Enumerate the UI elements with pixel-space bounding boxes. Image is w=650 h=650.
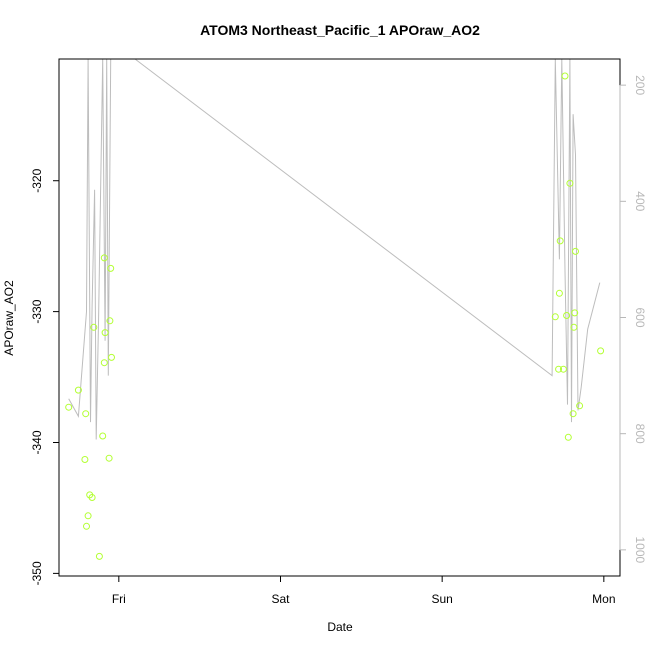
data-point (81, 456, 89, 463)
plot-frame (58, 58, 621, 577)
point-layer (65, 72, 605, 560)
data-point (95, 552, 103, 560)
x-axis: Fri Sat Sun Mon (112, 575, 616, 606)
data-point (570, 323, 578, 331)
chart-title: ATOM3 Northeast_Pacific_1 APOraw_AO2 (200, 22, 480, 38)
data-point (551, 313, 559, 321)
data-point (597, 347, 605, 355)
y2-tick-label: 400 (633, 191, 647, 211)
data-point (74, 386, 82, 394)
data-point (571, 309, 579, 317)
series-line (68, 58, 601, 440)
data-point (107, 264, 115, 272)
y2-tick-label: 800 (633, 424, 647, 444)
data-point (569, 410, 577, 418)
data-point (563, 312, 571, 319)
data-point (99, 432, 107, 440)
y2-tick-label: 600 (633, 307, 647, 327)
data-point (561, 72, 569, 80)
data-point (556, 237, 564, 245)
line-layer (68, 58, 601, 440)
data-point (105, 454, 113, 462)
data-point (572, 247, 579, 255)
data-point (100, 359, 108, 367)
y-tick-label: -330 (30, 299, 44, 323)
y2-tick-label: 200 (633, 75, 647, 95)
x-axis-label: Date (327, 620, 353, 634)
data-point (559, 365, 567, 373)
data-point (88, 494, 96, 501)
data-point (564, 433, 572, 441)
data-point (83, 522, 90, 530)
data-point (90, 323, 98, 331)
data-point (84, 512, 92, 520)
x-tick-label: Mon (592, 592, 615, 606)
data-point (82, 410, 90, 418)
y2-axis: 200 400 600 800 1000 (619, 75, 647, 564)
y2-tick-label: 1000 (633, 537, 647, 564)
data-point (101, 329, 109, 337)
x-tick-label: Sat (271, 592, 290, 606)
x-tick-label: Sun (431, 592, 452, 606)
data-point (576, 402, 584, 410)
y-axis-label: APOraw_AO2 (2, 280, 16, 356)
data-point (106, 317, 114, 325)
data-point (566, 179, 574, 187)
data-point (555, 289, 563, 297)
data-point (100, 254, 108, 262)
y-axis: -350 -340 -330 -320 (30, 168, 60, 585)
y-tick-label: -320 (30, 168, 44, 192)
y-tick-label: -350 (30, 561, 44, 585)
data-point (108, 353, 115, 361)
data-point (555, 365, 563, 373)
x-tick-label: Fri (112, 592, 126, 606)
y-tick-label: -340 (30, 430, 44, 454)
data-point (65, 403, 73, 411)
